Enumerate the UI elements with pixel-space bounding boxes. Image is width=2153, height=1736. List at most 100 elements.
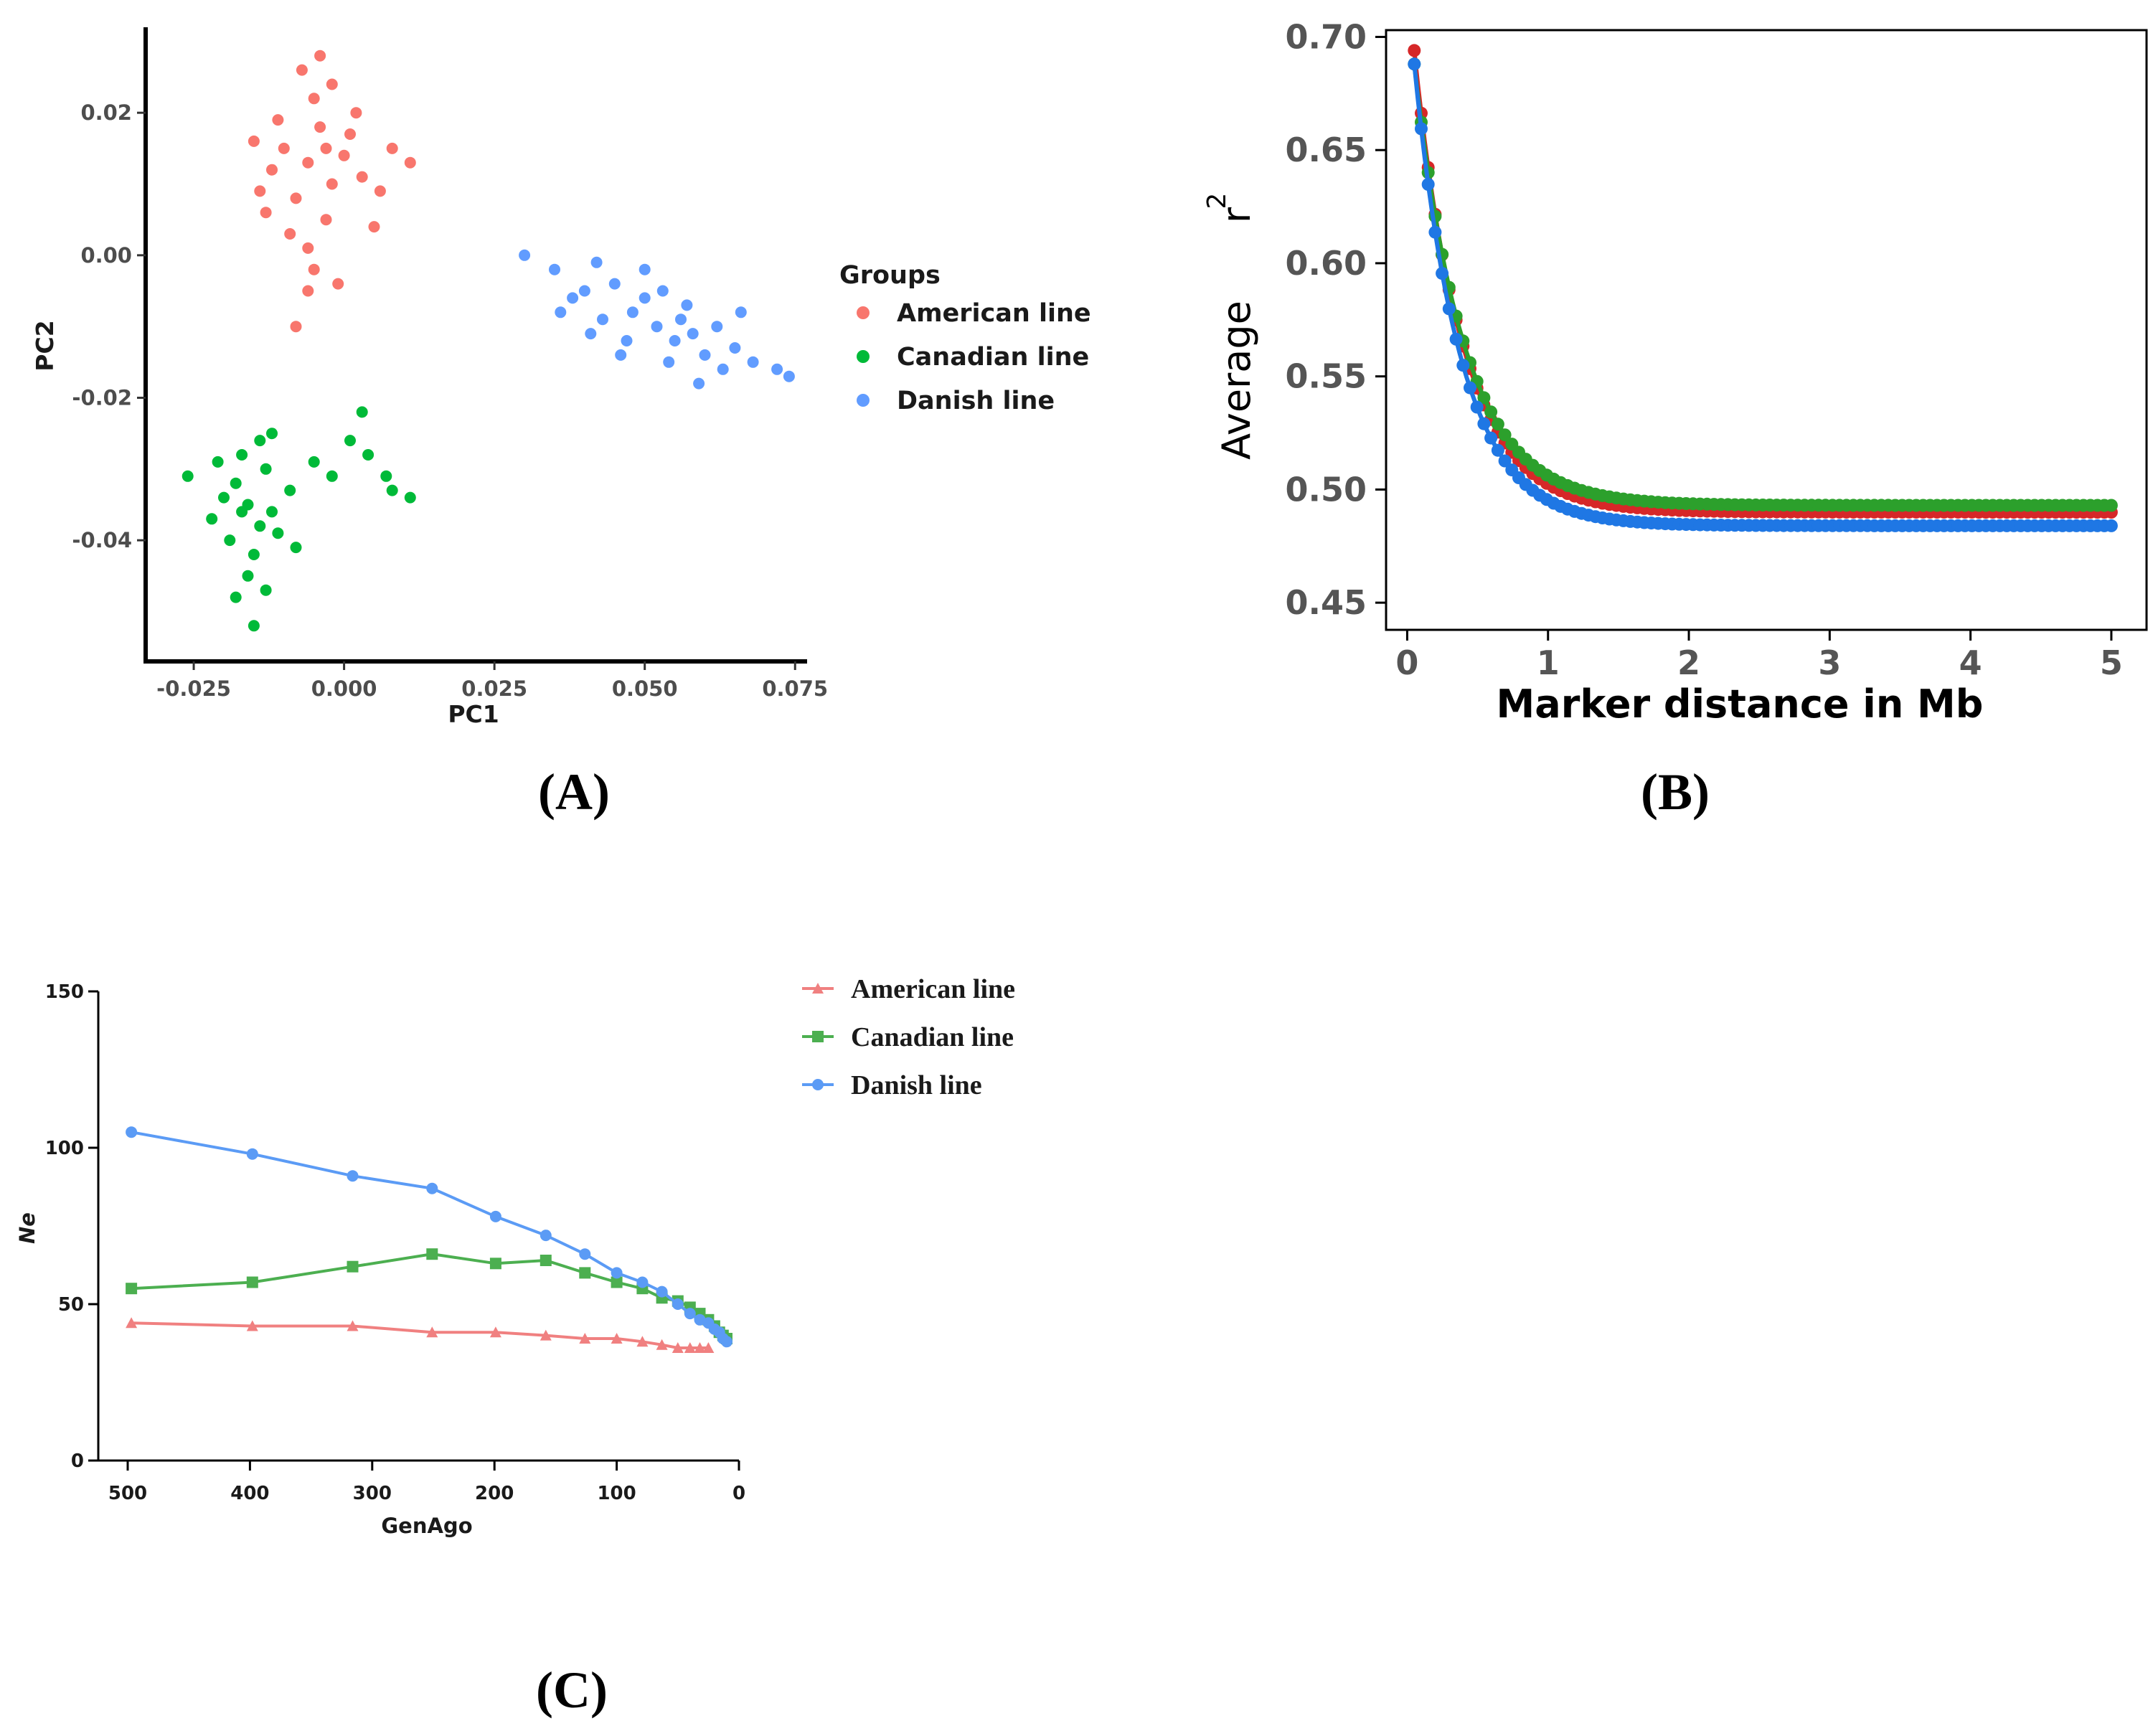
panel-c-marker-1-7 bbox=[611, 1276, 623, 1288]
panel-c-legend-marker-0 bbox=[812, 983, 824, 994]
panel-a-point-1-17 bbox=[284, 484, 296, 496]
panel-b-point-green-13 bbox=[1498, 428, 1512, 442]
panel-b-point-blue-5 bbox=[1442, 302, 1456, 316]
panel-a-point-1-27 bbox=[260, 584, 272, 596]
panel-b-y-ticks: 0.45 0.50 0.55 0.60 0.65 0.70 bbox=[1286, 17, 1386, 622]
panel-c-marker-2-11 bbox=[684, 1308, 696, 1320]
panel-a-point-2-21 bbox=[783, 370, 795, 382]
panel-a-point-1-29 bbox=[266, 428, 278, 440]
panel-a-point-2-25 bbox=[663, 356, 675, 368]
panel-a-point-0-7 bbox=[266, 164, 278, 176]
panel-a-point-0-25 bbox=[374, 185, 386, 197]
panel-a-point-2-3 bbox=[608, 278, 621, 290]
panel-c-marker-0-6 bbox=[579, 1333, 591, 1344]
panel-a-point-1-22 bbox=[380, 470, 392, 482]
panel-c-ne-trend: 500 400 300 200 100 0 0 50 100 150 GenAgo Ne Ame… bbox=[15, 974, 1015, 1719]
panel-a-point-1-24 bbox=[386, 484, 398, 496]
panel-c-y-ticks: 0 50 100 150 bbox=[45, 981, 98, 1472]
panel-a-legend-key-1 bbox=[857, 350, 870, 363]
panel-c-x-tick-label-0: 500 bbox=[108, 1483, 147, 1504]
panel-c-line-2 bbox=[131, 1131, 728, 1343]
panel-c-marker-0-3 bbox=[426, 1326, 438, 1338]
panel-c-legend-label-0: American line bbox=[851, 974, 1015, 1004]
panel-a-legend-key-0 bbox=[857, 306, 870, 319]
panel-a-point-2-2 bbox=[578, 285, 590, 297]
panel-a-point-2-15 bbox=[656, 285, 669, 297]
panel-b-series-blue bbox=[1408, 57, 2118, 532]
panel-a-point-2-13 bbox=[590, 256, 603, 268]
panel-c-series bbox=[126, 1126, 732, 1353]
panel-c-marker-1-2 bbox=[347, 1260, 359, 1273]
panel-c-marker-0-4 bbox=[489, 1326, 501, 1338]
panel-a-y-label: PC2 bbox=[31, 320, 59, 371]
panel-b-point-blue-9 bbox=[1470, 400, 1484, 414]
panel-c-series-1 bbox=[126, 1248, 732, 1344]
panel-c-x-ticks: 500 400 300 200 100 0 bbox=[108, 1461, 745, 1504]
panel-a-point-0-4 bbox=[278, 142, 290, 154]
panel-a-point-0-16 bbox=[260, 207, 272, 219]
panel-c-legend-label-2: Danish line bbox=[851, 1070, 982, 1100]
panel-b-point-blue-4 bbox=[1436, 267, 1449, 280]
panel-a-point-0-18 bbox=[386, 142, 398, 154]
panel-b-y-tick-label-1: 0.50 bbox=[1286, 470, 1367, 509]
panel-a-legend-title: Groups bbox=[839, 261, 941, 290]
panel-b-point-blue-8 bbox=[1464, 381, 1476, 395]
panel-a-point-0-15 bbox=[290, 321, 302, 333]
panel-a-x-label: PC1 bbox=[448, 700, 499, 728]
panel-a-point-2-8 bbox=[687, 328, 699, 340]
panel-a-points bbox=[182, 49, 795, 632]
panel-a-point-0-11 bbox=[284, 228, 296, 240]
panel-b-frame bbox=[1385, 29, 2148, 631]
panel-b-y-tick-label-5: 0.70 bbox=[1286, 17, 1367, 56]
panel-a-point-2-12 bbox=[567, 292, 579, 304]
panel-c-marker-0-7 bbox=[611, 1333, 623, 1344]
panel-c-marker-2-5 bbox=[540, 1230, 552, 1242]
panel-c-legend-marker-2 bbox=[812, 1079, 824, 1090]
panel-a-point-2-24 bbox=[693, 377, 705, 390]
panel-a-point-0-10 bbox=[356, 171, 368, 183]
panel-a-y-tick-label-1: 0.00 bbox=[80, 243, 132, 268]
panel-c-marker-0-12 bbox=[694, 1342, 706, 1353]
panel-a-point-1-23 bbox=[356, 406, 368, 418]
panel-a-point-1-2 bbox=[230, 477, 242, 489]
panel-a-point-1-14 bbox=[206, 513, 218, 525]
panel-a-point-0-17 bbox=[350, 107, 362, 119]
panel-c-marker-2-6 bbox=[579, 1248, 591, 1260]
panel-b-point-green-100 bbox=[2104, 499, 2118, 512]
panel-a-y-tick-label-0: 0.02 bbox=[80, 100, 132, 125]
panel-c-marker-2-3 bbox=[426, 1182, 438, 1194]
panel-a-point-2-29 bbox=[675, 313, 687, 326]
panel-a-point-2-10 bbox=[621, 335, 633, 346]
panel-a-point-2-19 bbox=[747, 356, 759, 368]
panel-a-legend: American line Canadian line Danish line bbox=[857, 299, 1091, 415]
panel-a-point-1-26 bbox=[290, 542, 302, 554]
panel-a-point-2-20 bbox=[771, 363, 783, 375]
panel-c-marker-1-0 bbox=[126, 1283, 138, 1295]
panel-b-y-tick-label-3: 0.60 bbox=[1286, 244, 1367, 283]
panel-c-x-tick-label-4: 100 bbox=[597, 1483, 636, 1504]
panel-a-point-2-1 bbox=[549, 263, 560, 275]
panel-a-point-1-18 bbox=[308, 456, 320, 468]
panel-c-marker-2-8 bbox=[636, 1276, 649, 1288]
panel-b-point-blue-100 bbox=[2104, 519, 2118, 532]
panel-c-marker-0-1 bbox=[246, 1320, 258, 1331]
panel-b-ld-decay: 0 1 2 3 4 5 0.45 0.50 0.55 0.60 0.65 0.70 Marker d… bbox=[1202, 17, 2148, 821]
panel-a-point-0-1 bbox=[314, 121, 326, 133]
panel-b-point-blue-13 bbox=[1498, 454, 1512, 468]
panel-a-point-0-28 bbox=[302, 242, 314, 254]
panel-b-x-ticks: 0 1 2 3 4 5 bbox=[1395, 630, 2123, 682]
panel-a-point-1-7 bbox=[260, 463, 272, 475]
panel-a-point-2-0 bbox=[519, 249, 531, 261]
panel-a-point-1-20 bbox=[344, 435, 356, 447]
panel-c-line-0 bbox=[131, 1321, 709, 1349]
panel-a-point-1-4 bbox=[266, 506, 278, 518]
panel-a-point-1-10 bbox=[218, 491, 230, 504]
panel-c-y-tick-label-1: 50 bbox=[58, 1294, 84, 1316]
panel-c-x-tick-label-3: 200 bbox=[475, 1483, 514, 1504]
panel-b-x-tick-label-1: 1 bbox=[1537, 643, 1560, 682]
panel-a-pca-scatter: -0.025 0.000 0.025 0.050 0.075 0.02 0.00 -0.02… bbox=[31, 27, 1091, 821]
panel-a-point-1-8 bbox=[242, 570, 254, 582]
panel-b-y-label: Average bbox=[1214, 301, 1259, 460]
panel-c-series-0 bbox=[126, 1317, 715, 1353]
